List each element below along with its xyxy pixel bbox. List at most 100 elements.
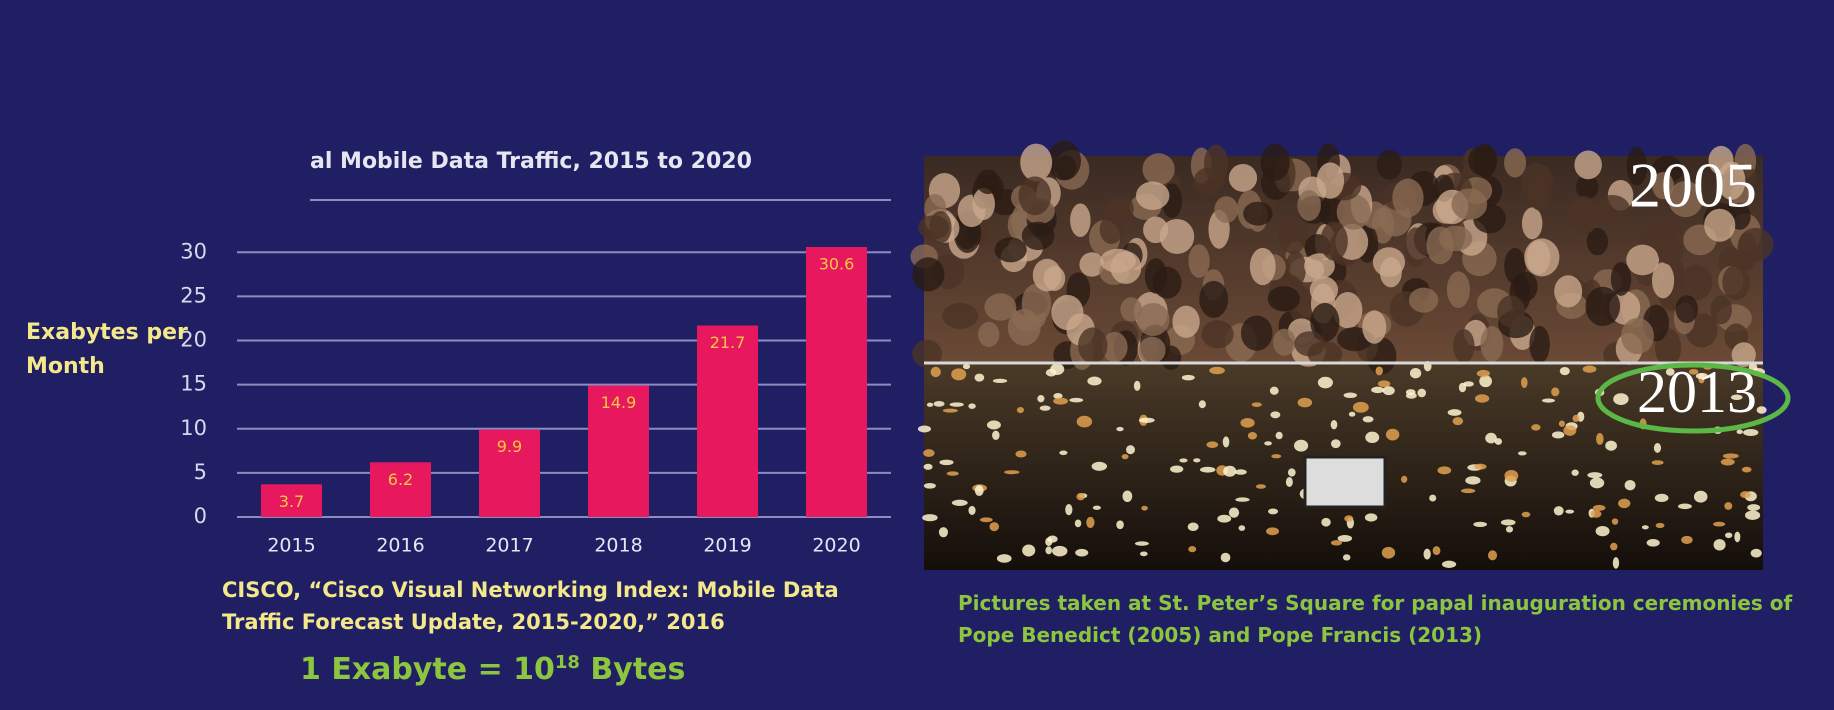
x-tick-label: 2020 [812, 535, 860, 557]
light [1694, 491, 1708, 503]
light [1757, 406, 1767, 413]
x-tick-label: 2017 [485, 535, 533, 557]
head [1100, 249, 1136, 273]
head [995, 237, 1027, 262]
light [1479, 375, 1492, 387]
light [1655, 494, 1669, 502]
light [1092, 462, 1107, 471]
value-label: 6.2 [388, 470, 413, 489]
slide: al Mobile Data Traffic, 2015 to 2020 200… [0, 0, 1834, 710]
light [1401, 476, 1407, 483]
light [1344, 393, 1358, 399]
light [1542, 398, 1555, 402]
light [950, 402, 964, 406]
light [1571, 470, 1578, 476]
head [1070, 203, 1090, 237]
light [951, 368, 966, 380]
head [1405, 227, 1426, 267]
light [1610, 543, 1617, 551]
light [1591, 510, 1602, 518]
light [1116, 520, 1124, 529]
light [1474, 464, 1486, 470]
light [1424, 549, 1431, 560]
y-tick-label: 25 [180, 283, 207, 307]
value-label: 3.7 [279, 492, 304, 511]
light [1743, 429, 1758, 436]
light [1221, 553, 1231, 563]
head [1722, 265, 1750, 300]
note-text: 1 Exabyte = 10 [300, 652, 555, 687]
head [1202, 320, 1234, 348]
head [1611, 262, 1631, 296]
head [1453, 329, 1474, 363]
light [1678, 504, 1692, 510]
head [1522, 207, 1542, 239]
light [1288, 468, 1296, 476]
light [1344, 515, 1353, 522]
head [1243, 202, 1272, 226]
light [1554, 506, 1564, 515]
light [1406, 389, 1416, 395]
head [1229, 164, 1257, 192]
note-exponent: 18 [555, 652, 580, 673]
light [1199, 400, 1206, 408]
light [1433, 546, 1441, 555]
light [1075, 549, 1088, 557]
light [1745, 510, 1760, 520]
light [1140, 551, 1148, 556]
head [1019, 176, 1052, 215]
light [1618, 499, 1630, 508]
light [1382, 547, 1395, 559]
head [1188, 244, 1209, 278]
light [1349, 412, 1355, 417]
head [1451, 188, 1487, 219]
light [918, 425, 931, 432]
light [1268, 509, 1278, 515]
head [1447, 271, 1470, 308]
head [1595, 195, 1630, 221]
light [993, 379, 1007, 383]
light [1179, 458, 1187, 462]
light [1331, 540, 1342, 545]
light [1331, 420, 1338, 429]
head [1657, 239, 1683, 264]
light [1612, 518, 1618, 524]
head [1278, 215, 1307, 253]
head [1524, 238, 1559, 276]
light [1256, 484, 1266, 489]
light [934, 401, 945, 407]
light [1318, 377, 1333, 389]
light [989, 522, 999, 531]
x-tick-label: 2015 [267, 535, 315, 557]
head [1680, 265, 1713, 300]
light [1563, 425, 1576, 436]
light [1126, 445, 1135, 454]
light [1714, 539, 1726, 550]
light [1386, 429, 1399, 441]
light [1015, 451, 1026, 458]
light [1593, 505, 1606, 511]
light [1721, 459, 1735, 466]
light [1551, 387, 1559, 396]
head [976, 169, 999, 194]
light [1383, 386, 1395, 395]
light [1321, 518, 1330, 527]
light [1488, 550, 1497, 560]
light [1270, 411, 1280, 418]
head [1137, 303, 1170, 336]
head [1317, 162, 1344, 198]
light [1252, 402, 1262, 407]
light [1463, 381, 1474, 386]
head [942, 303, 978, 329]
light [1429, 495, 1436, 502]
light [1461, 489, 1475, 494]
light [1681, 536, 1692, 544]
light [1375, 366, 1383, 375]
head [1676, 295, 1698, 323]
head [929, 211, 951, 243]
light [1378, 380, 1390, 387]
light [1134, 381, 1141, 391]
head [984, 293, 1016, 320]
light [1613, 557, 1619, 569]
light [1270, 387, 1279, 395]
